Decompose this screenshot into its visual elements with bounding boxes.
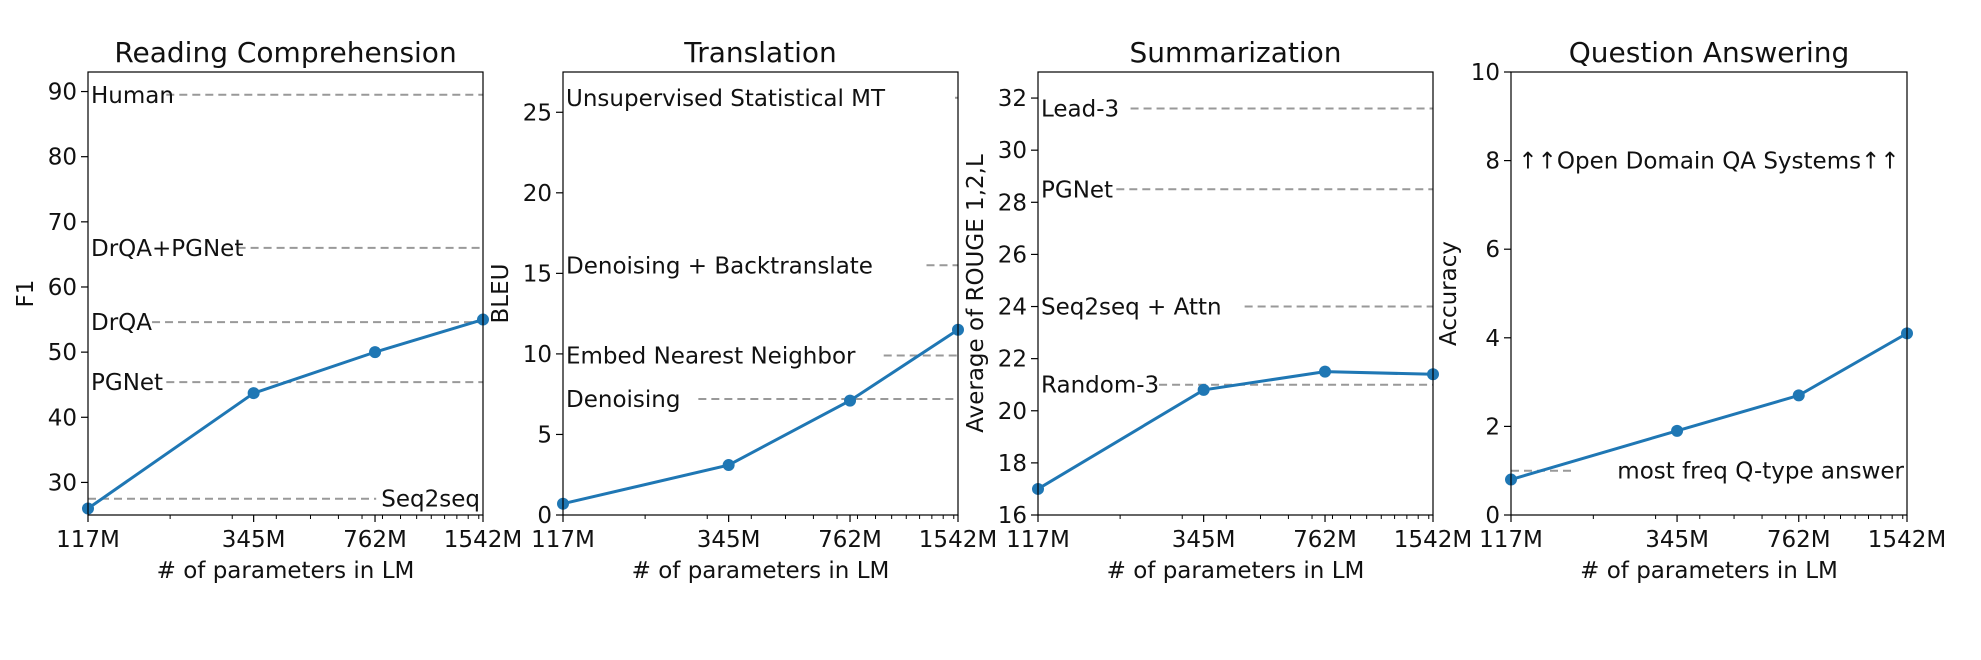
data-point <box>844 394 857 407</box>
x-tick-label: 1542M <box>444 527 522 553</box>
baseline-label: Seq2seq <box>381 487 480 513</box>
y-tick-label: 20 <box>998 399 1027 425</box>
annotation-label: ↑↑Open Domain QA Systems↑↑ <box>1518 149 1899 175</box>
baseline-label: Unsupervised Statistical MT <box>566 86 886 112</box>
y-axis-label: Accuracy <box>1436 241 1462 346</box>
y-tick-label: 0 <box>537 503 552 529</box>
chart-panel-4: Question Answering most freq Q-type answe… <box>1436 36 1946 584</box>
x-tick-label: 345M <box>1645 527 1709 553</box>
y-tick-label: 28 <box>998 190 1027 216</box>
y-tick-label: 25 <box>523 100 552 126</box>
x-tick-label: 1542M <box>919 527 997 553</box>
baseline-label: PGNet <box>91 370 163 396</box>
y-axis-label: Average of ROUGE 1,2,L <box>963 154 989 433</box>
x-tick-label: 762M <box>1293 527 1357 553</box>
baseline-label: Denoising <box>566 387 680 413</box>
baseline-label: Lead-3 <box>1041 96 1119 122</box>
plot-frame <box>1037 71 1434 516</box>
y-tick-label: 20 <box>523 181 552 207</box>
y-tick-label: 26 <box>998 242 1027 268</box>
chart-title: Summarization <box>1129 36 1341 69</box>
y-tick-label: 30 <box>998 138 1027 164</box>
data-point <box>1197 383 1210 396</box>
y-tick-label: 6 <box>1485 237 1500 263</box>
x-axis-label: # of parameters in LM <box>157 558 415 584</box>
baseline-label: DrQA <box>91 310 152 336</box>
y-tick-label: 50 <box>48 340 77 366</box>
baseline-label: Seq2seq + Attn <box>1041 295 1222 321</box>
y-tick-label: 2 <box>1485 414 1500 440</box>
data-point <box>1671 424 1684 437</box>
data-point <box>247 387 260 400</box>
data-point <box>369 346 382 359</box>
baseline-label: Embed Nearest Neighbor <box>566 344 856 370</box>
plot-frame <box>1510 71 1908 516</box>
data-point <box>1319 365 1332 378</box>
x-tick-label: 1542M <box>1394 527 1472 553</box>
x-tick-label: 345M <box>1172 527 1236 553</box>
y-tick-label: 70 <box>48 210 77 236</box>
x-tick-label: 117M <box>531 527 595 553</box>
chart-panel-3: Summarization Lead-3 PGNet Seq2seq + Attn Ra… <box>963 36 1472 584</box>
y-axis-label: BLEU <box>488 264 514 324</box>
series-line <box>1037 370 1434 491</box>
plot-frame <box>562 71 959 516</box>
y-tick-label: 5 <box>537 422 552 448</box>
y-tick-label: 40 <box>48 405 77 431</box>
x-tick-label: 117M <box>56 527 120 553</box>
y-tick-label: 4 <box>1485 326 1500 352</box>
x-tick-label: 345M <box>697 527 761 553</box>
x-tick-label: 762M <box>818 527 882 553</box>
data-point <box>1792 389 1805 402</box>
data-point <box>722 459 735 472</box>
baseline-label: DrQA+PGNet <box>91 236 243 262</box>
baseline-label: PGNet <box>1041 177 1113 203</box>
y-tick-label: 10 <box>1471 60 1500 86</box>
x-axis-label: # of parameters in LM <box>1580 558 1838 584</box>
x-tick-label: 1542M <box>1868 527 1946 553</box>
chart-panel-2: Translation Unsupervised Statistical MT De… <box>488 36 997 584</box>
baseline-label: Random-3 <box>1041 373 1159 399</box>
y-axis-label: F1 <box>13 280 39 308</box>
chart-title: Translation <box>683 36 837 69</box>
x-tick-label: 117M <box>1006 527 1070 553</box>
x-tick-label: 762M <box>343 527 407 553</box>
baseline-label: Human <box>91 83 174 109</box>
y-tick-label: 15 <box>523 261 552 287</box>
chart-panel-1: Reading Comprehension Human DrQA+PGNet DrQA… <box>13 36 522 584</box>
y-tick-label: 32 <box>998 86 1027 112</box>
y-tick-label: 90 <box>48 80 77 106</box>
y-tick-label: 18 <box>998 451 1027 477</box>
series-line <box>562 328 959 506</box>
y-tick-label: 80 <box>48 145 77 171</box>
baseline-label: most freq Q-type answer <box>1617 459 1904 485</box>
y-tick-label: 30 <box>48 470 77 496</box>
x-tick-label: 117M <box>1479 527 1543 553</box>
y-tick-label: 8 <box>1485 149 1500 175</box>
chart-title: Reading Comprehension <box>114 36 456 69</box>
series-line <box>1510 332 1908 481</box>
plot-frame <box>87 71 484 516</box>
chart-title: Question Answering <box>1569 36 1850 69</box>
y-tick-label: 10 <box>523 342 552 368</box>
x-axis-label: # of parameters in LM <box>632 558 890 584</box>
series-line <box>87 318 484 510</box>
y-tick-label: 24 <box>998 295 1027 321</box>
x-tick-label: 762M <box>1767 527 1831 553</box>
y-tick-label: 60 <box>48 275 77 301</box>
y-tick-label: 22 <box>998 347 1027 373</box>
x-axis-label: # of parameters in LM <box>1107 558 1365 584</box>
x-tick-label: 345M <box>222 527 286 553</box>
y-tick-label: 16 <box>998 503 1027 529</box>
baseline-label: Denoising + Backtranslate <box>566 253 873 279</box>
y-tick-label: 0 <box>1485 503 1500 529</box>
